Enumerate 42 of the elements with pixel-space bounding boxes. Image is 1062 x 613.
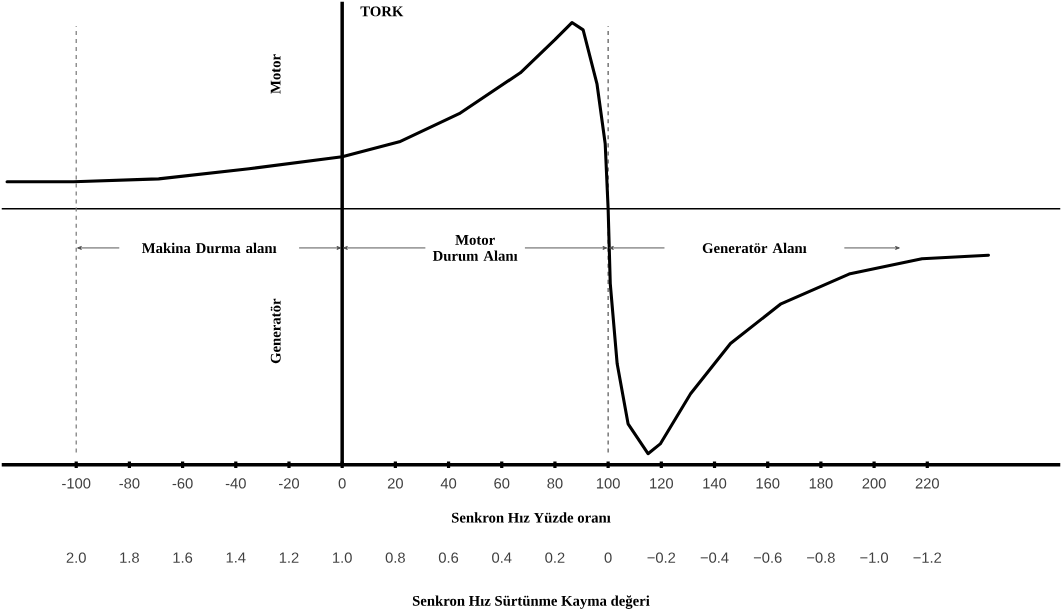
annotation: Generatör Alanı: [702, 242, 807, 253]
x2-tick-label: −0.4: [700, 552, 729, 563]
x2-tick-label: −1.0: [860, 552, 889, 563]
x2-tick-label: 2.0: [66, 552, 86, 563]
x-tick-label: 220: [915, 478, 939, 489]
x-axis-title: Senkron Hız Yüzde oranı: [451, 512, 611, 523]
x-tick-label: 160: [756, 478, 780, 489]
x-tick-label: 40: [440, 478, 457, 489]
x2-tick-label: 0.8: [385, 552, 405, 563]
x-tick-label: 120: [650, 478, 674, 489]
x2-tick-label: 1.8: [120, 552, 139, 563]
x2-tick-label: 0: [604, 552, 612, 563]
x-tick-label: 200: [862, 478, 886, 489]
x-tick-label: 180: [809, 478, 833, 489]
x-tick-label: 140: [703, 478, 727, 489]
annotation: Makina Durma alanı: [141, 242, 277, 253]
x2-tick-label: 0.6: [438, 552, 459, 563]
x2-tick-label: 1.0: [333, 552, 352, 563]
x-tick-label: -80: [119, 478, 140, 489]
x2-tick-label: 0.4: [492, 552, 512, 563]
x-tick-label: 80: [547, 478, 563, 489]
x2-tick-label: 0.2: [545, 552, 565, 563]
annotation: Motor: [270, 54, 281, 94]
x2-tick-label: −1.2: [913, 552, 942, 563]
x-tick-label: 60: [494, 478, 510, 489]
x-tick-label: 100: [596, 478, 620, 489]
x2-tick-label: 1.2: [279, 552, 299, 563]
annotation: Motor Durum Alanı: [432, 234, 518, 261]
x2-tick-label: −0.8: [807, 552, 835, 563]
x-tick-label: -20: [279, 478, 300, 489]
x2-tick-label: −0.6: [753, 552, 782, 563]
x-tick-label: 0: [338, 478, 346, 489]
x2-tick-label: 1.4: [226, 552, 246, 563]
y-axis-title: TORK: [360, 6, 404, 17]
x-tick-label: -40: [225, 478, 246, 489]
x-tick-label: -60: [172, 478, 193, 489]
x2-tick-label: 1.6: [173, 552, 193, 563]
x2-tick-label: −0.2: [647, 552, 676, 563]
annotation: Generatör: [270, 298, 281, 364]
x2-axis-title: Senkron Hız Sürtünme Kayma değeri: [412, 595, 650, 609]
x-tick-label: -100: [62, 478, 91, 489]
x-tick-label: 20: [387, 478, 403, 489]
